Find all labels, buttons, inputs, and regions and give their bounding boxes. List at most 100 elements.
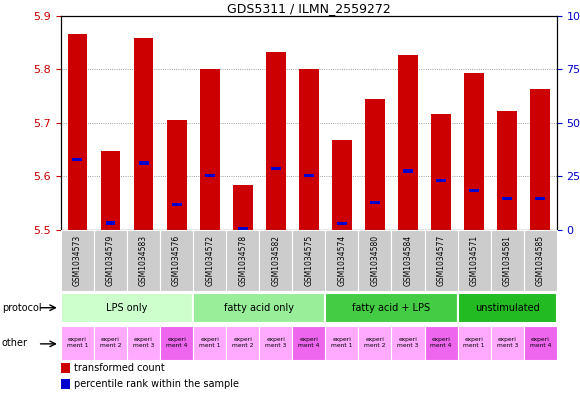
Bar xyxy=(94,230,127,291)
Bar xyxy=(458,230,491,291)
Bar xyxy=(502,197,512,200)
Bar xyxy=(61,326,94,360)
Text: GSM1034573: GSM1034573 xyxy=(73,235,82,286)
Bar xyxy=(425,230,458,291)
Text: experi
ment 3: experi ment 3 xyxy=(265,337,287,348)
Bar xyxy=(292,326,325,360)
Text: unstimulated: unstimulated xyxy=(475,303,539,313)
Text: protocol: protocol xyxy=(2,303,41,313)
Bar xyxy=(325,230,358,291)
Bar xyxy=(226,326,259,360)
Text: GSM1034576: GSM1034576 xyxy=(172,235,181,286)
Text: GSM1034575: GSM1034575 xyxy=(304,235,313,286)
Text: experi
ment 1: experi ment 1 xyxy=(463,337,485,348)
Text: experi
ment 1: experi ment 1 xyxy=(199,337,220,348)
Text: fatty acid + LPS: fatty acid + LPS xyxy=(353,303,430,313)
Bar xyxy=(172,203,182,206)
Bar xyxy=(259,326,292,360)
Bar xyxy=(160,230,193,291)
Bar xyxy=(464,73,484,230)
Text: transformed count: transformed count xyxy=(74,364,165,373)
Bar xyxy=(200,69,220,230)
Text: GSM1034582: GSM1034582 xyxy=(271,235,280,286)
Bar xyxy=(337,222,347,225)
Bar xyxy=(106,221,115,224)
Bar xyxy=(67,34,88,230)
Bar xyxy=(358,326,392,360)
Bar xyxy=(299,69,319,230)
Text: percentile rank within the sample: percentile rank within the sample xyxy=(74,379,240,389)
Bar xyxy=(436,179,446,182)
Bar xyxy=(425,326,458,360)
Bar xyxy=(160,326,193,360)
Bar xyxy=(398,55,418,230)
Text: experi
ment 4: experi ment 4 xyxy=(298,337,320,348)
Text: GSM1034580: GSM1034580 xyxy=(371,235,379,286)
Bar xyxy=(491,230,524,291)
Text: experi
ment 4: experi ment 4 xyxy=(530,337,551,348)
Bar xyxy=(61,364,70,373)
Bar xyxy=(458,293,557,323)
Text: experi
ment 4: experi ment 4 xyxy=(430,337,452,348)
Bar xyxy=(193,293,325,323)
Bar xyxy=(193,326,226,360)
Text: experi
ment 1: experi ment 1 xyxy=(67,337,88,348)
Bar xyxy=(535,197,545,200)
Bar xyxy=(403,169,413,173)
Text: experi
ment 1: experi ment 1 xyxy=(331,337,353,348)
Bar xyxy=(127,326,160,360)
Bar xyxy=(365,99,385,230)
Bar xyxy=(238,227,248,230)
Bar xyxy=(325,326,358,360)
Text: experi
ment 4: experi ment 4 xyxy=(166,337,187,348)
Text: experi
ment 2: experi ment 2 xyxy=(232,337,253,348)
Bar xyxy=(370,201,380,204)
Text: experi
ment 3: experi ment 3 xyxy=(496,337,518,348)
Bar xyxy=(127,230,160,291)
Bar xyxy=(524,230,557,291)
Text: GSM1034585: GSM1034585 xyxy=(536,235,545,286)
Bar xyxy=(259,230,292,291)
Bar xyxy=(61,230,94,291)
Text: other: other xyxy=(2,338,28,348)
Bar xyxy=(325,293,458,323)
Bar xyxy=(266,51,286,230)
Bar xyxy=(304,174,314,177)
Text: GSM1034584: GSM1034584 xyxy=(404,235,412,286)
Bar xyxy=(271,167,281,171)
Text: LPS only: LPS only xyxy=(106,303,148,313)
Text: GSM1034583: GSM1034583 xyxy=(139,235,148,286)
Bar xyxy=(205,174,215,177)
Bar xyxy=(193,230,226,291)
Bar xyxy=(491,326,524,360)
Bar xyxy=(133,38,154,230)
Title: GDS5311 / ILMN_2559272: GDS5311 / ILMN_2559272 xyxy=(227,2,391,15)
Bar xyxy=(139,162,148,165)
Bar xyxy=(524,326,557,360)
Text: GSM1034579: GSM1034579 xyxy=(106,235,115,286)
Bar xyxy=(233,185,253,230)
Bar xyxy=(458,326,491,360)
Text: GSM1034572: GSM1034572 xyxy=(205,235,214,286)
Bar xyxy=(530,89,550,230)
Bar xyxy=(61,379,70,389)
Bar xyxy=(392,326,425,360)
Text: experi
ment 3: experi ment 3 xyxy=(133,337,154,348)
Bar xyxy=(72,158,82,161)
Bar xyxy=(358,230,392,291)
Text: GSM1034571: GSM1034571 xyxy=(470,235,478,286)
Bar xyxy=(392,230,425,291)
Bar xyxy=(61,293,193,323)
Bar xyxy=(94,326,127,360)
Text: fatty acid only: fatty acid only xyxy=(224,303,294,313)
Text: GSM1034574: GSM1034574 xyxy=(338,235,346,286)
Bar xyxy=(100,151,121,230)
Text: experi
ment 2: experi ment 2 xyxy=(364,337,386,348)
Text: experi
ment 2: experi ment 2 xyxy=(100,337,121,348)
Text: experi
ment 3: experi ment 3 xyxy=(397,337,419,348)
Text: GSM1034578: GSM1034578 xyxy=(238,235,247,286)
Bar xyxy=(497,111,517,230)
Text: GSM1034581: GSM1034581 xyxy=(503,235,512,286)
Bar xyxy=(166,119,187,230)
Text: GSM1034577: GSM1034577 xyxy=(437,235,445,286)
